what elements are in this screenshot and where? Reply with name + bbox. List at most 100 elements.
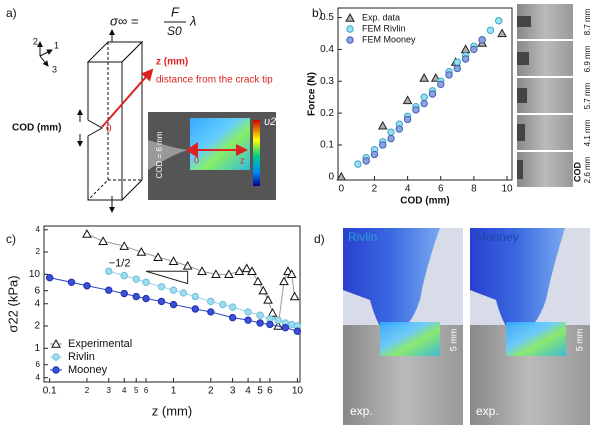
strip-crack bbox=[517, 88, 527, 103]
sim-mesh bbox=[470, 228, 565, 338]
marker bbox=[98, 236, 108, 245]
inset-cod: COD = 6 mm bbox=[155, 131, 164, 178]
formula: S0 bbox=[167, 24, 182, 38]
marker bbox=[453, 58, 462, 66]
legend-label: Exp. data bbox=[362, 12, 400, 22]
y-tick-label: 1 bbox=[34, 343, 40, 354]
x-axis-label: COD (mm) bbox=[400, 196, 449, 207]
marker bbox=[157, 283, 166, 291]
x-tick-label: 6 bbox=[438, 184, 444, 195]
marker bbox=[286, 269, 297, 279]
marker bbox=[336, 171, 347, 181]
specimen-front bbox=[87, 61, 123, 201]
panel-label: d) bbox=[314, 232, 325, 246]
marker bbox=[293, 327, 302, 335]
colorbar-label: υ22 bbox=[264, 116, 282, 128]
x-tick-label: 0 bbox=[339, 184, 345, 195]
y-tick-label: 0.3 bbox=[320, 76, 334, 87]
x-tick-label: 0.1 bbox=[43, 386, 57, 397]
marker bbox=[253, 276, 263, 286]
formula: λ bbox=[189, 13, 196, 28]
marker bbox=[191, 292, 200, 301]
legend-marker bbox=[51, 338, 61, 348]
marker bbox=[142, 278, 150, 286]
z-arrow bbox=[101, 68, 154, 128]
field-inset bbox=[380, 322, 440, 356]
scale-label: 5 mm bbox=[574, 329, 584, 352]
marker bbox=[197, 266, 207, 275]
marker bbox=[211, 269, 221, 279]
y-axis-label: σ22 (kPa) bbox=[5, 275, 20, 332]
x-tick-label: 2 bbox=[208, 386, 214, 397]
marker bbox=[241, 263, 252, 273]
inset-z: z bbox=[240, 155, 245, 165]
strip-crack bbox=[517, 124, 525, 141]
marker bbox=[169, 300, 178, 309]
marker bbox=[120, 289, 128, 298]
strip-image bbox=[517, 152, 573, 187]
legend-marker bbox=[345, 12, 355, 22]
marker bbox=[495, 17, 503, 25]
z-label: z (mm) bbox=[156, 57, 188, 68]
marker bbox=[402, 95, 413, 105]
marker bbox=[478, 36, 486, 44]
y-axis-label: Force (N) bbox=[307, 72, 318, 116]
specimen-side bbox=[121, 40, 143, 202]
y-tick-label: 0.2 bbox=[320, 108, 334, 119]
formula: σ∞ = bbox=[110, 13, 139, 28]
marker bbox=[120, 271, 128, 280]
marker bbox=[67, 278, 76, 286]
legend-label: Mooney bbox=[68, 364, 108, 376]
marker bbox=[169, 286, 178, 294]
marker bbox=[132, 292, 140, 301]
marker bbox=[83, 282, 91, 290]
x-tick-label: 2 bbox=[85, 386, 90, 395]
strip-crack bbox=[517, 160, 523, 179]
marker bbox=[228, 313, 237, 322]
inset-crack bbox=[148, 140, 190, 170]
legend-label: Rivlin bbox=[68, 351, 95, 363]
caption: exp. bbox=[476, 404, 499, 418]
strip-label: 6.9 mm bbox=[583, 45, 592, 72]
annotation: −1/2 bbox=[109, 257, 131, 269]
x-tick-label: 10 bbox=[292, 386, 304, 397]
marker bbox=[132, 275, 140, 283]
legend-marker bbox=[346, 36, 354, 44]
strip-label: 2.6 mm bbox=[583, 156, 592, 183]
x-tick-label: 4 bbox=[122, 386, 127, 395]
marker bbox=[377, 120, 388, 130]
y-tick-label: 0.4 bbox=[320, 44, 334, 55]
marker bbox=[191, 305, 200, 313]
marker bbox=[461, 55, 470, 63]
crack-tip bbox=[186, 142, 198, 158]
y-tick-label: 10 bbox=[29, 269, 41, 280]
marker bbox=[142, 294, 150, 303]
panel-label: c) bbox=[6, 232, 16, 246]
y-tick-label: 4 bbox=[34, 298, 40, 309]
x-tick-label: 6 bbox=[144, 386, 149, 395]
axis-label: 1 bbox=[54, 40, 59, 50]
legend-marker bbox=[346, 25, 354, 33]
marker bbox=[105, 267, 113, 275]
marker bbox=[437, 80, 445, 89]
plot-frame bbox=[337, 7, 513, 181]
y-tick-label: 4 bbox=[36, 225, 41, 234]
marker bbox=[256, 311, 264, 319]
marker bbox=[445, 71, 453, 79]
inset-origin: 0 bbox=[194, 155, 199, 165]
marker bbox=[119, 241, 130, 250]
marker bbox=[179, 289, 188, 297]
y-tick-label: 4 bbox=[36, 373, 41, 382]
z-caption: distance from the crack tip bbox=[156, 75, 273, 86]
slope-triangle bbox=[145, 270, 189, 285]
marker bbox=[279, 276, 289, 286]
marker bbox=[82, 229, 92, 238]
marker bbox=[470, 45, 478, 54]
marker bbox=[289, 291, 300, 301]
sim-title: Mooney bbox=[476, 230, 519, 244]
x-tick-label: 1 bbox=[171, 386, 177, 397]
y-tick-label: 6 bbox=[36, 360, 41, 369]
panel-d: d) Rivlin 5 mm exp. Mooney 5 mm exp. bbox=[314, 228, 590, 425]
marker bbox=[412, 106, 420, 114]
